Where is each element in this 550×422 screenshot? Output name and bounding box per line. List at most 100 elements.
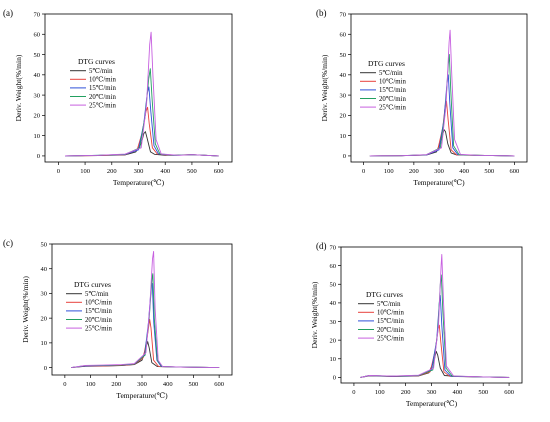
x-axis-label: Temperature(℃) [116, 391, 168, 400]
chart-panel-d: (d) 0 100 200 300 400 500 600 0 10 20 30 40 50 60 70 Tem… [310, 241, 523, 408]
x-tick-label: 0 [63, 381, 66, 388]
chart-panel-b: (b) 0 100 200 300 400 500 600 0 10 20 30 40 50 60 70 Tem… [316, 8, 528, 187]
x-tick-label: 400 [452, 389, 462, 396]
y-tick-label: 60 [34, 32, 41, 39]
y-tick-label: 30 [34, 92, 41, 99]
y-tick-label: 40 [340, 72, 347, 79]
y-tick-label: 50 [330, 282, 337, 289]
x-tick-label: 600 [510, 168, 520, 175]
legend-title: DTG curves [78, 57, 115, 66]
y-tick-label: 70 [340, 11, 347, 18]
legend-entry: 10℃/min [377, 310, 404, 317]
y-tick-label: 50 [34, 52, 41, 59]
legend-entry: 25℃/min [377, 335, 404, 342]
x-tick-label: 500 [484, 168, 494, 175]
x-tick-label: 100 [80, 168, 90, 175]
legend-title: DTG curves [74, 280, 111, 289]
y-tick-label: 20 [330, 337, 337, 344]
x-axis-label: Temperature(℃) [406, 399, 458, 408]
x-tick-label: 100 [384, 168, 394, 175]
series-line [71, 250, 220, 369]
x-tick-label: 500 [189, 381, 199, 388]
y-axis-label: Deriv. Weight(%/min) [320, 54, 329, 121]
y-tick-label: 20 [340, 113, 347, 120]
y-tick-label: 0 [37, 153, 40, 160]
legend-title: DTG curves [368, 59, 405, 68]
x-tick-label: 300 [427, 389, 437, 396]
y-axis-label: Deriv. Weight(%/min) [21, 276, 30, 343]
x-tick-label: 100 [86, 381, 96, 388]
x-tick-label: 0 [352, 389, 355, 396]
y-tick-label: 40 [330, 300, 337, 307]
y-tick-label: 40 [41, 266, 48, 273]
x-tick-label: 100 [375, 389, 385, 396]
legend-entry: 20℃/min [379, 96, 406, 103]
x-tick-label: 500 [478, 389, 488, 396]
x-tick-label: 600 [214, 168, 224, 175]
x-tick-label: 600 [504, 389, 514, 396]
legend-entry: 5℃/min [377, 301, 401, 308]
y-tick-label: 30 [330, 319, 337, 326]
legend-entry: 10℃/min [85, 300, 112, 307]
y-tick-label: 10 [41, 340, 48, 347]
legend-title: DTG curves [366, 290, 403, 299]
y-tick-label: 60 [340, 32, 347, 39]
x-tick-label: 0 [57, 168, 60, 175]
x-tick-label: 200 [409, 168, 419, 175]
y-tick-label: 70 [34, 11, 41, 18]
legend-entry: 5℃/min [89, 68, 113, 75]
legend-entry: 20℃/min [377, 327, 404, 334]
x-axis-label: Temperature(℃) [413, 178, 465, 187]
series-line [369, 29, 515, 157]
legend-entry: 15℃/min [85, 308, 112, 315]
y-tick-label: 10 [34, 133, 41, 140]
y-tick-label: 30 [340, 92, 347, 99]
x-tick-label: 300 [134, 168, 144, 175]
y-axis-label: Deriv. Weight(%/min) [310, 281, 319, 348]
y-tick-label: 0 [333, 375, 336, 382]
y-tick-label: 0 [44, 365, 47, 372]
legend-entry: 10℃/min [379, 79, 406, 86]
chart-panel-a: (a) 0 100 200 300 400 500 600 0 10 20 30 40 50 60 70 Tem… [3, 8, 233, 187]
legend-entry: 20℃/min [89, 94, 116, 101]
legend-entry: 25℃/min [85, 325, 112, 332]
legend-entry: 5℃/min [85, 291, 109, 298]
legend-entry: 25℃/min [379, 104, 406, 111]
x-tick-label: 400 [160, 168, 170, 175]
legend-entry: 10℃/min [89, 77, 116, 84]
x-tick-label: 400 [459, 168, 469, 175]
x-axis-label: Temperature(℃) [113, 178, 165, 187]
y-tick-label: 60 [330, 263, 337, 270]
legend-entry: 15℃/min [377, 318, 404, 325]
y-tick-label: 10 [340, 133, 347, 140]
plot-frame [350, 13, 528, 163]
panel-label: (d) [316, 241, 327, 251]
y-tick-label: 50 [41, 241, 48, 248]
plot-frame [51, 243, 233, 376]
legend-entry: 25℃/min [89, 102, 116, 109]
chart-panel-c: (c) 0 100 200 300 400 500 600 0 10 20 30 40 50 Tempera… [3, 238, 233, 400]
series-line [64, 31, 219, 157]
y-tick-label: 10 [330, 356, 337, 363]
y-axis-label: Deriv. Weight(%/min) [14, 54, 23, 121]
y-tick-label: 0 [343, 153, 346, 160]
legend-entry: 15℃/min [379, 87, 406, 94]
legend-entry: 5℃/min [379, 70, 403, 77]
x-tick-label: 500 [187, 168, 197, 175]
y-tick-label: 20 [41, 315, 48, 322]
y-tick-label: 70 [330, 244, 337, 251]
legend-entry: 20℃/min [85, 317, 112, 324]
legend-entry: 15℃/min [89, 85, 116, 92]
x-tick-label: 0 [362, 168, 365, 175]
plot-frame [340, 246, 523, 384]
x-tick-label: 200 [107, 168, 117, 175]
x-tick-label: 300 [137, 381, 147, 388]
x-tick-label: 200 [401, 389, 411, 396]
y-tick-label: 40 [34, 72, 41, 79]
x-tick-label: 200 [111, 381, 121, 388]
y-tick-label: 50 [340, 52, 347, 59]
x-tick-label: 400 [163, 381, 173, 388]
x-tick-label: 600 [214, 381, 224, 388]
panel-label: (c) [3, 238, 13, 248]
